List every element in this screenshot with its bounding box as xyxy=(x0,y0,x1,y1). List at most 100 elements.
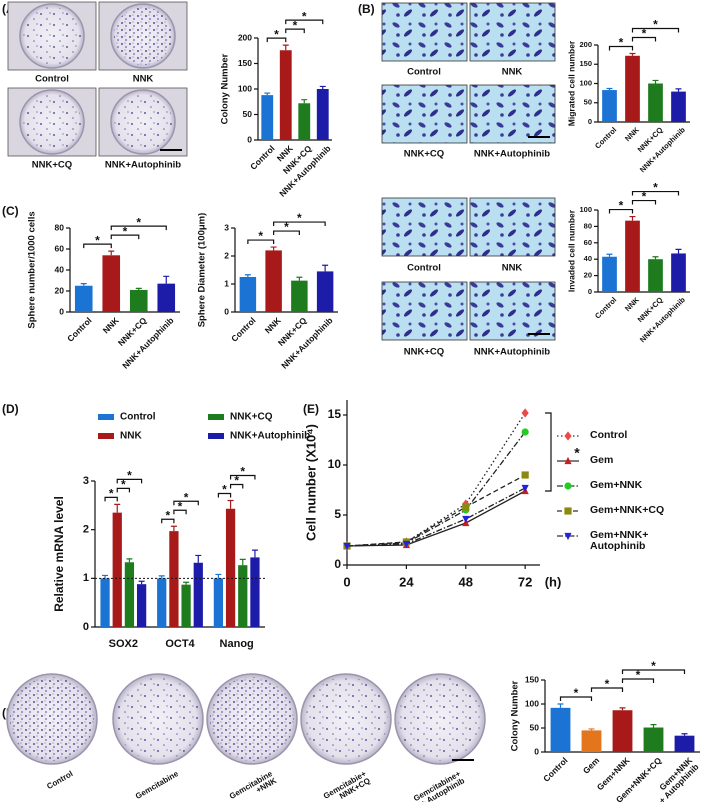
error-bar xyxy=(652,256,659,260)
significance-label: * xyxy=(258,229,263,243)
bar xyxy=(129,289,148,312)
colonies xyxy=(398,677,482,761)
panel-label: (B) xyxy=(358,2,375,16)
significance-label: * xyxy=(222,483,227,497)
y-tick-label: 20 xyxy=(584,271,592,280)
image-caption: NNK+Autophinib xyxy=(105,160,181,171)
significance-bracket xyxy=(631,199,657,205)
significance-bracket xyxy=(266,37,287,43)
y-tick-label: 100 xyxy=(238,83,252,93)
error-bar xyxy=(264,92,271,96)
error-bar xyxy=(138,580,145,585)
legend-marker xyxy=(564,431,572,441)
significance-bracket xyxy=(161,518,175,524)
error-bar xyxy=(163,275,170,284)
y-tick-label: 0 xyxy=(224,306,229,316)
transwell-image xyxy=(381,84,468,144)
significance-label: * xyxy=(619,36,624,50)
x-tick-label: 24 xyxy=(399,574,414,589)
legend-marker xyxy=(564,482,572,490)
y-tick-label: 1 xyxy=(83,572,89,584)
transwell-image xyxy=(381,197,468,257)
legend-label: Gem+NNK+ Autophinib xyxy=(590,529,649,553)
error-bar xyxy=(158,575,165,579)
y-tick-label: 0 xyxy=(334,557,341,571)
bar xyxy=(157,578,167,627)
bar xyxy=(193,562,203,627)
series-line xyxy=(346,490,526,547)
colony-image xyxy=(394,673,486,765)
significance-bracket xyxy=(608,45,634,51)
significance-bracket xyxy=(217,492,232,498)
significance-label: * xyxy=(121,478,126,492)
significance-bracket xyxy=(104,496,118,502)
series-line xyxy=(346,474,526,547)
y-tick-label: 1 xyxy=(224,278,229,288)
legend-label: NNK+CQ xyxy=(230,412,273,423)
error-bar xyxy=(629,52,636,56)
significance-bracket xyxy=(285,28,305,34)
significance-label: * xyxy=(284,220,289,234)
y-axis-label: Colony Number xyxy=(220,53,231,124)
point xyxy=(402,540,410,549)
significance-label: * xyxy=(642,27,647,41)
significance-bracket xyxy=(173,500,199,506)
transwell-image xyxy=(381,2,468,62)
y-tick-label: 50 xyxy=(243,109,253,119)
significance-bracket xyxy=(273,230,300,236)
transwell-image xyxy=(469,2,556,62)
y-tick-label: 20 xyxy=(55,285,65,295)
colony-image xyxy=(300,673,392,765)
error-bar xyxy=(270,246,277,251)
series-line xyxy=(346,487,526,547)
significance-bracket xyxy=(229,474,256,480)
image-caption: NNK+CQ xyxy=(32,160,72,171)
error-bar xyxy=(650,724,657,728)
y-tick-label: 150 xyxy=(238,58,252,68)
y-tick-label: 15 xyxy=(328,407,342,421)
bar xyxy=(279,50,292,140)
bar xyxy=(136,584,147,627)
bar xyxy=(112,512,122,627)
colony-image xyxy=(98,87,188,157)
y-tick-label: 100 xyxy=(525,698,539,708)
bar xyxy=(157,283,176,312)
x-tick-label: Nanog xyxy=(220,638,254,650)
y-tick-label: 200 xyxy=(238,32,252,42)
error-bar xyxy=(322,264,329,272)
colonies xyxy=(10,677,94,761)
image-caption: NNK xyxy=(502,263,523,274)
error-bar xyxy=(629,215,636,221)
significance-label: * xyxy=(178,499,183,513)
y-axis-label: Cell number (X10⁴) xyxy=(303,424,318,541)
legend-label: Gem+NNK xyxy=(590,479,643,491)
bar xyxy=(648,259,663,292)
transwell-image xyxy=(469,281,556,341)
significance-label: * xyxy=(574,445,580,461)
colonies xyxy=(114,93,172,151)
image-caption: NNK+Autophinib xyxy=(474,347,550,358)
y-tick-label: 150 xyxy=(579,59,592,68)
colony-image xyxy=(112,673,204,765)
panel-label: (D) xyxy=(2,402,19,416)
legend-marker xyxy=(564,456,572,465)
significance-bracket xyxy=(285,19,324,25)
y-tick-label: 0 xyxy=(83,621,89,633)
legend-label: NNK+Autophinib xyxy=(230,431,310,442)
error-bar xyxy=(557,703,564,708)
y-tick-label: 100 xyxy=(579,205,592,214)
significance-label: * xyxy=(574,686,579,700)
error-bar xyxy=(80,283,87,286)
significance-bracket xyxy=(229,483,244,489)
error-bar xyxy=(296,276,303,281)
error-bar xyxy=(606,253,613,257)
significance-bracket xyxy=(608,208,634,214)
significance-label: * xyxy=(95,233,100,247)
y-tick-label: 60 xyxy=(55,243,65,253)
error-bar xyxy=(126,558,133,563)
colony-image xyxy=(7,1,97,71)
significance-bracket xyxy=(621,669,686,674)
y-tick-label: 2 xyxy=(224,250,229,260)
colonies xyxy=(304,677,388,761)
